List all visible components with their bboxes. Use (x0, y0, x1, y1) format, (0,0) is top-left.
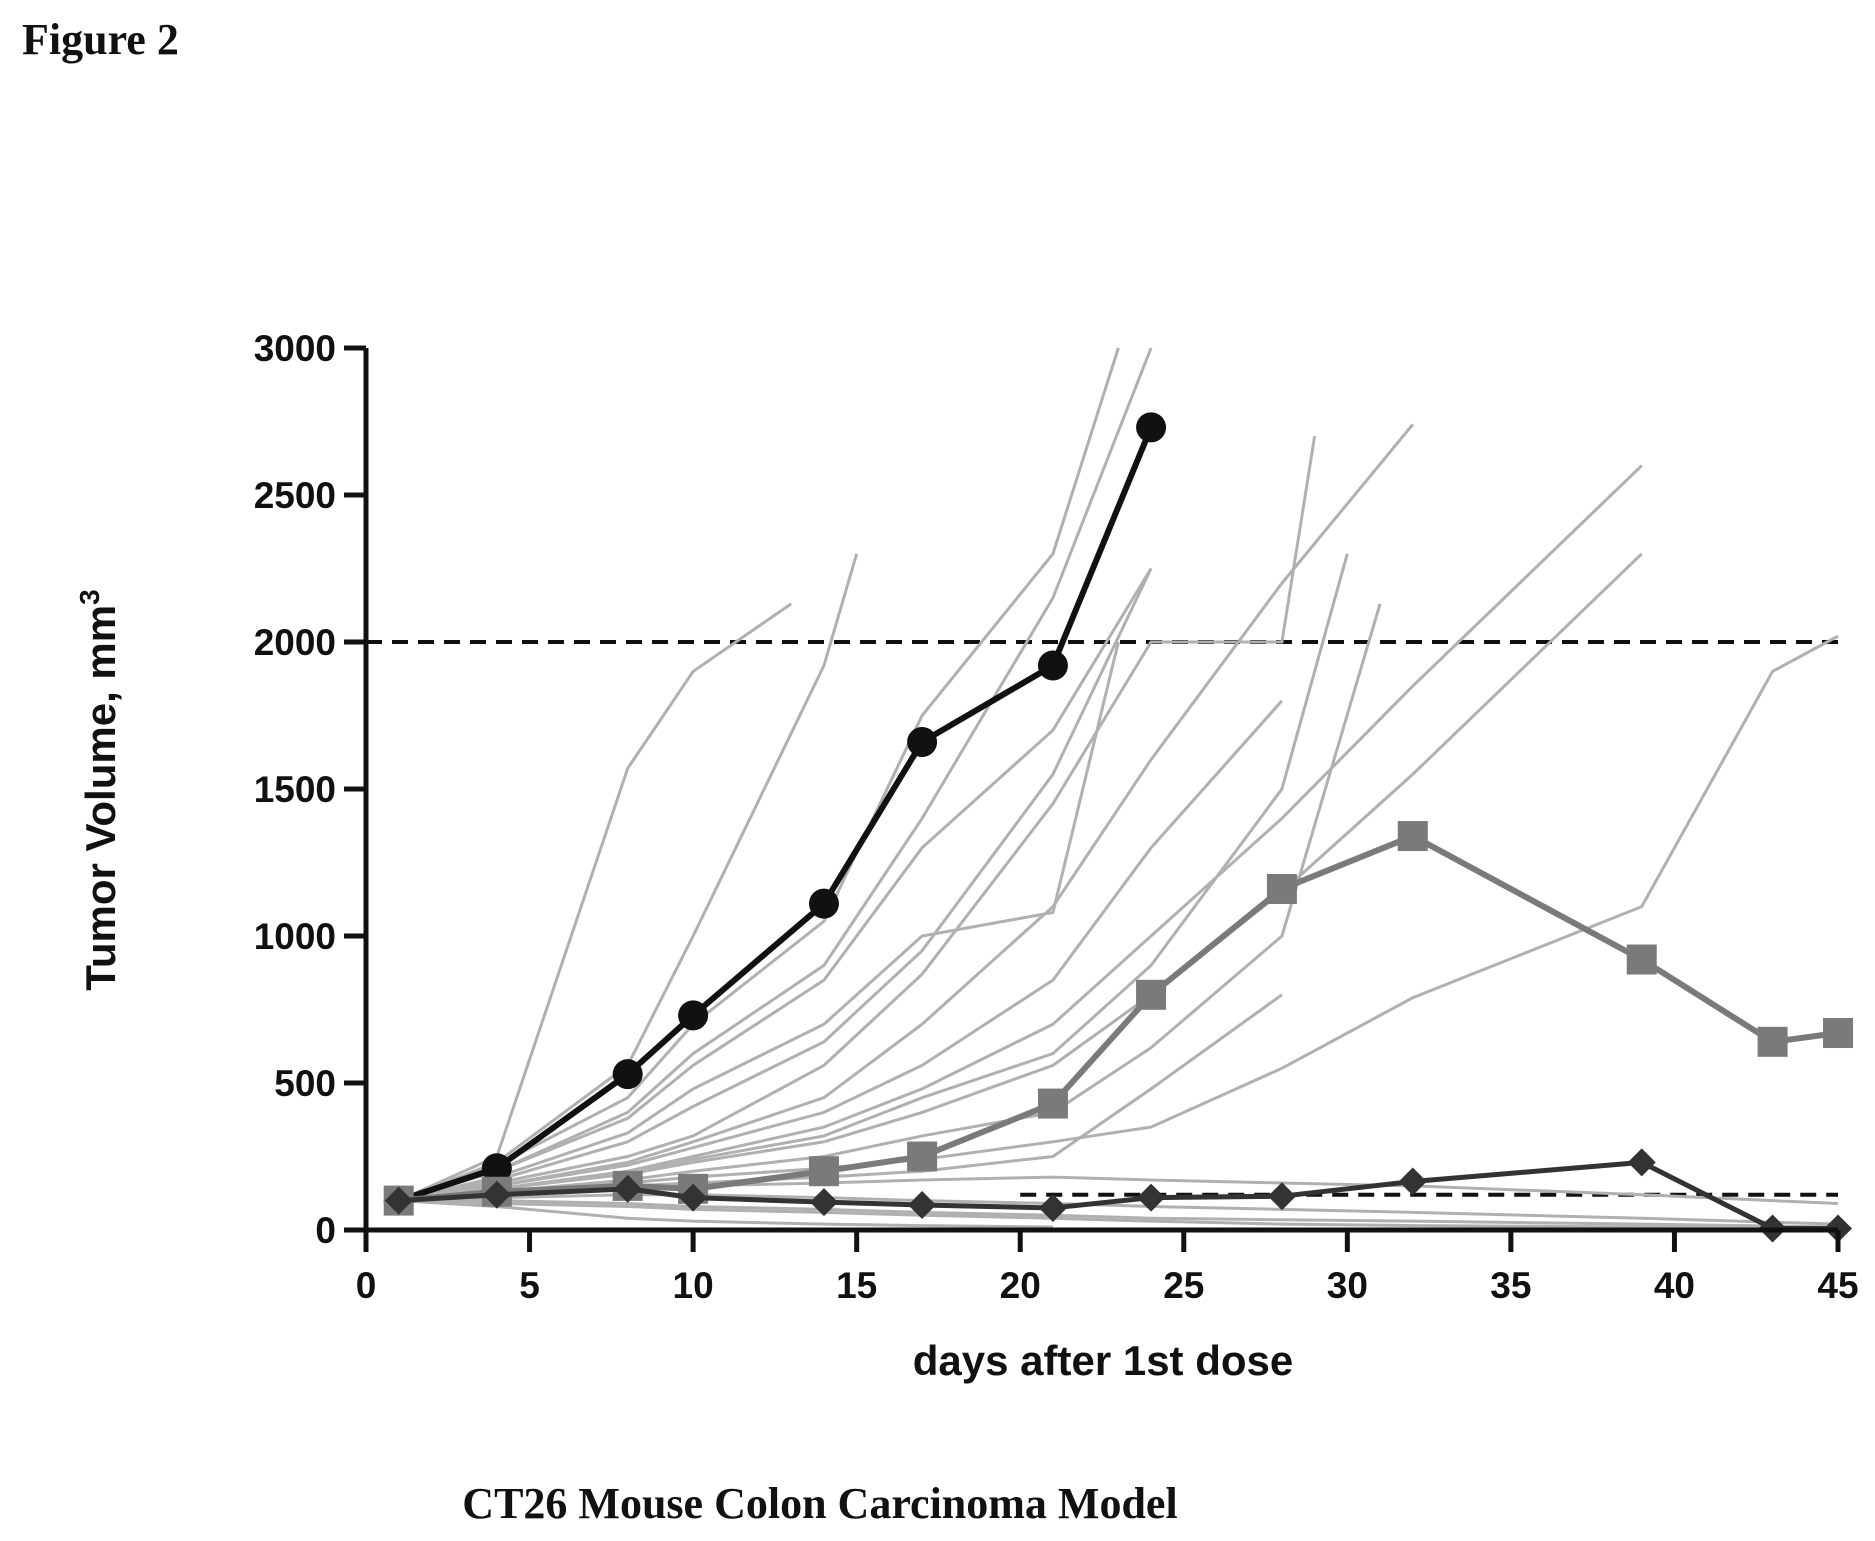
point-square (1397, 821, 1428, 852)
point-diamond (679, 1183, 708, 1212)
y-tick-label: 1000 (254, 916, 336, 957)
point-square (808, 1156, 839, 1187)
individual-curves (398, 347, 1839, 1231)
x-axis-title: days after 1st dose (913, 1337, 1294, 1384)
individual-curve-1 (398, 553, 859, 1202)
point-circle (678, 1000, 709, 1031)
x-tick-label: 40 (1654, 1265, 1695, 1306)
individual-curve-0 (398, 602, 793, 1202)
point-square (907, 1141, 938, 1172)
x-tick-label: 20 (1000, 1265, 1041, 1306)
individual-curve-3 (398, 347, 1153, 1203)
y-tick-label: 1500 (254, 769, 336, 810)
individual-curve-6 (398, 567, 1153, 1203)
point-diamond (908, 1191, 937, 1220)
x-tick-label: 5 (519, 1265, 540, 1306)
point-circle (907, 726, 938, 757)
axes: 0 500 1000 1500 2000 2500 3000 0 5 10 15 20 25 30 35 40… (254, 328, 1859, 1306)
individual-curve-13 (398, 553, 1349, 1203)
point-square (1823, 1018, 1853, 1049)
point-square (1266, 873, 1297, 904)
y-tick-label: 3000 (254, 328, 336, 369)
x-tick-label: 15 (836, 1265, 877, 1306)
y-axis-title-superscript: 3 (74, 589, 105, 605)
point-diamond (1038, 1193, 1067, 1222)
point-circle (612, 1059, 643, 1090)
tumor-volume-chart: 0 500 1000 1500 2000 2500 3000 0 5 10 15 20 25 30 35 40… (74, 328, 1859, 1384)
y-axis-title: Tumor Volume, mm3 (74, 589, 124, 990)
point-square (1626, 944, 1657, 975)
y-tick-label: 0 (315, 1210, 336, 1251)
individual-curve-8 (398, 423, 1414, 1203)
x-tick-label: 10 (673, 1265, 714, 1306)
y-tick-label: 500 (274, 1063, 336, 1104)
individual-curve-18 (398, 1199, 1839, 1231)
point-square (1037, 1088, 1068, 1119)
series-line-circle (397, 426, 1154, 1204)
individual-curve-7 (398, 435, 1317, 1203)
point-diamond (1398, 1167, 1427, 1196)
figure-caption: CT26 Mouse Colon Carcinoma Model (462, 1479, 1178, 1528)
point-circle (481, 1153, 512, 1184)
x-tick-label: 0 (356, 1265, 377, 1306)
point-diamond (384, 1186, 413, 1215)
individual-curve-17 (398, 1199, 1839, 1229)
individual-curve-9 (398, 464, 1643, 1203)
x-tick-label: 30 (1327, 1265, 1368, 1306)
point-diamond (613, 1174, 642, 1203)
y-axis-title-text: Tumor Volume, mm (77, 605, 124, 991)
point-diamond (1267, 1182, 1296, 1211)
point-square (1757, 1026, 1788, 1057)
x-tick-label: 35 (1490, 1265, 1531, 1306)
point-circle (808, 888, 839, 919)
point-diamond (1137, 1183, 1166, 1212)
x-tick-label: 45 (1817, 1265, 1858, 1306)
x-tick-label: 25 (1163, 1265, 1204, 1306)
point-circle (1136, 412, 1167, 443)
y-tick-label: 2500 (254, 475, 336, 516)
individual-curve-5 (398, 641, 1120, 1203)
individual-curve-14 (398, 699, 1284, 1203)
individual-curve-10 (398, 552, 1643, 1203)
mean-series (383, 412, 1853, 1243)
individual-curve-12 (398, 634, 1839, 1203)
point-square (1136, 979, 1167, 1010)
point-diamond (1627, 1148, 1656, 1177)
y-tick-label: 2000 (254, 622, 336, 663)
point-circle (1037, 650, 1068, 681)
individual-curve-16 (398, 1193, 1839, 1226)
point-diamond (482, 1180, 511, 1209)
figure-label: Figure 2 (22, 15, 179, 64)
individual-curve-4 (398, 567, 1153, 1203)
point-diamond (809, 1188, 838, 1217)
